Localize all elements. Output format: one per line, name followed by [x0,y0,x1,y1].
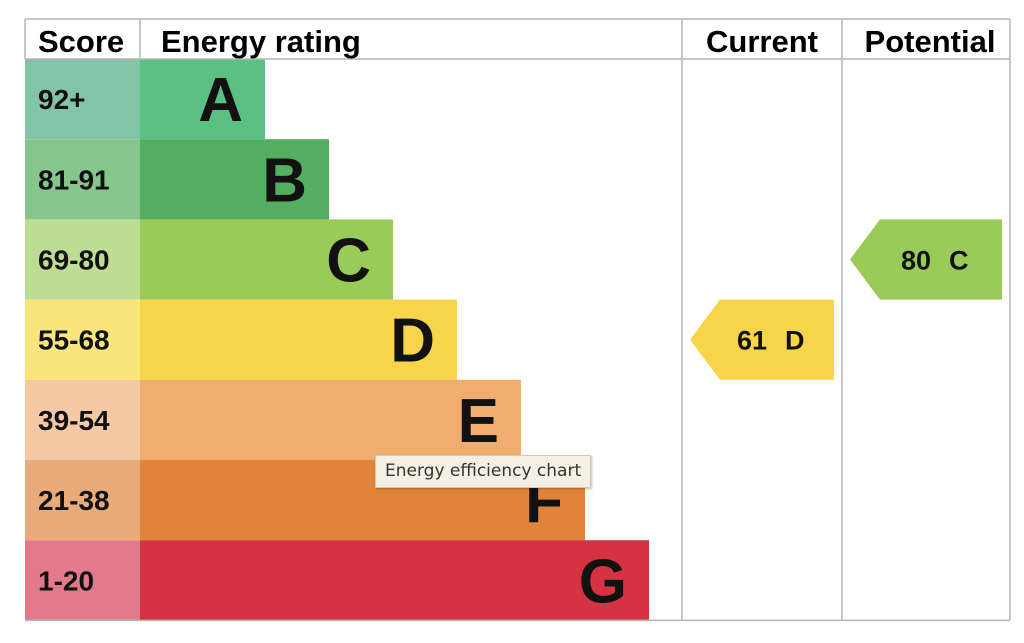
band-letter-g: G [579,547,627,616]
potential-score: 80 [901,246,931,276]
score-range-d: 55-68 [38,325,110,356]
score-range-g: 1-20 [38,565,94,596]
potential-arrow [850,219,1002,300]
chart-tooltip: Energy efficiency chart [375,455,592,488]
score-cell-d [25,299,140,380]
score-cell-e [25,379,140,460]
score-range-c: 69-80 [38,245,110,276]
band-bar-b [140,139,329,220]
band-letter-b: B [262,146,307,215]
header-energy-rating: Energy rating [161,24,361,59]
band-bar-a [140,59,265,140]
band-bar-d [140,299,457,380]
score-cell-a [25,59,140,140]
score-range-a: 92+ [38,84,86,115]
band-bar-g [140,540,649,621]
band-bar-e [140,379,521,460]
band-letter-c: C [326,227,371,296]
score-cell-c [25,219,140,300]
score-range-b: 81-91 [38,164,110,195]
score-cell-b [25,139,140,220]
indicators: 61 D 80 C [690,219,1002,380]
header-score: Score [38,24,124,59]
table-grid [24,18,1011,622]
current-score: 61 [737,326,767,356]
potential-letter: C [949,246,969,276]
bands-layer: 92+ A81-91 B69-80 C55-68 D39-54 E21-38 F1-20 G [25,59,649,621]
score-cell-g [25,540,140,621]
band-letter-a: A [198,66,243,135]
current-arrow [690,299,834,380]
band-letter-e: E [458,387,499,456]
score-range-e: 39-54 [38,405,110,436]
score-cell-f [25,460,140,541]
header-current: Current [706,24,818,59]
table-header: Score Energy rating Current Potential [38,24,995,59]
band-letter-d: D [390,307,435,376]
header-potential: Potential [865,24,996,59]
band-bar-c [140,219,393,300]
current-letter: D [785,326,805,356]
score-range-f: 21-38 [38,485,110,516]
